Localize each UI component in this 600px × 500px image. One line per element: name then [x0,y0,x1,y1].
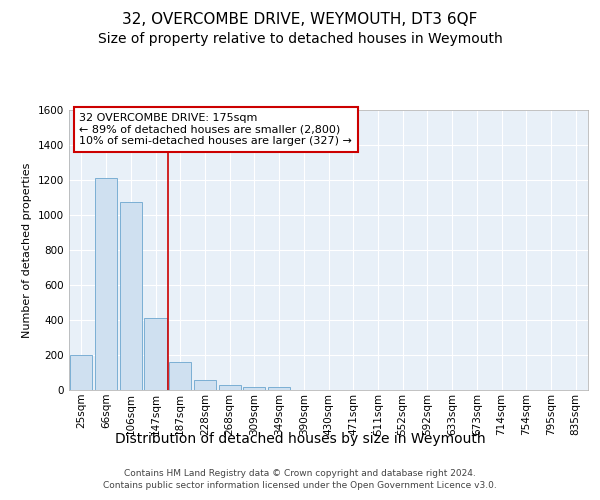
Bar [218,385,241,390]
Bar [169,362,191,390]
Bar [95,178,117,390]
Text: Size of property relative to detached houses in Weymouth: Size of property relative to detached ho… [98,32,502,46]
Text: 32, OVERCOMBE DRIVE, WEYMOUTH, DT3 6QF: 32, OVERCOMBE DRIVE, WEYMOUTH, DT3 6QF [122,12,478,28]
Text: Distribution of detached houses by size in Weymouth: Distribution of detached houses by size … [115,432,485,446]
Text: 32 OVERCOMBE DRIVE: 175sqm
← 89% of detached houses are smaller (2,800)
10% of s: 32 OVERCOMBE DRIVE: 175sqm ← 89% of deta… [79,113,352,146]
Bar [119,202,142,390]
Bar [194,380,216,390]
Bar [268,386,290,390]
Text: Contains HM Land Registry data © Crown copyright and database right 2024.: Contains HM Land Registry data © Crown c… [124,469,476,478]
Y-axis label: Number of detached properties: Number of detached properties [22,162,32,338]
Text: Contains public sector information licensed under the Open Government Licence v3: Contains public sector information licen… [103,481,497,490]
Bar [243,386,265,390]
Bar [70,355,92,390]
Bar [145,318,167,390]
